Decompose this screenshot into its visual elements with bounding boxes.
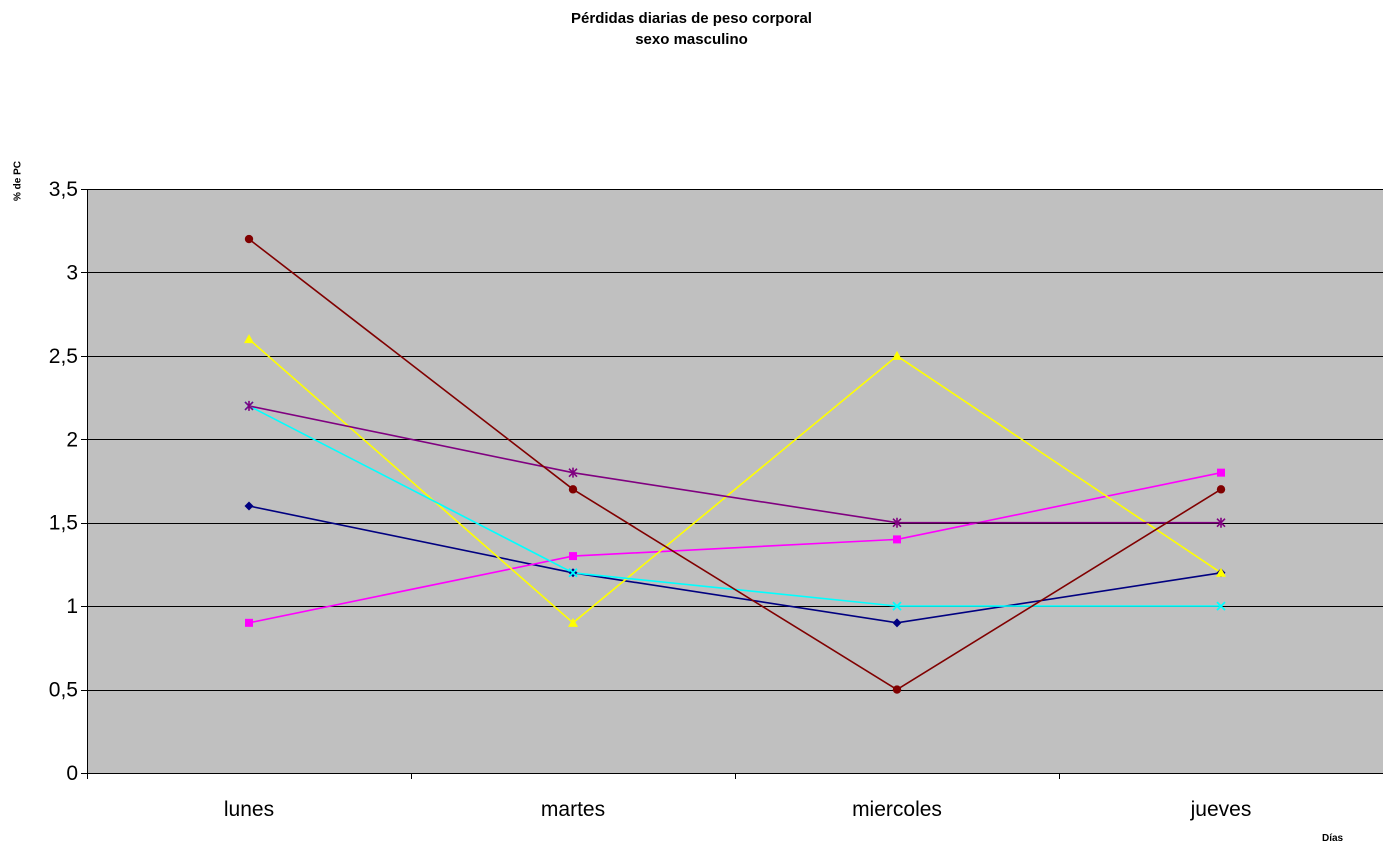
series-2-point [569, 552, 577, 560]
y-tick-label: 3 [66, 261, 78, 284]
series-6-point [245, 235, 253, 243]
y-tick-label: 0 [66, 762, 78, 785]
y-tick-label: 1,5 [49, 512, 78, 535]
x-tick-label: martes [541, 798, 605, 821]
series-6-point [1217, 485, 1225, 493]
y-tick-label: 2 [66, 428, 78, 451]
y-tick-label: 3,5 [49, 178, 78, 201]
plot-area [87, 189, 1383, 773]
x-tick-label: lunes [224, 798, 274, 821]
y-tick-label: 2,5 [49, 345, 78, 368]
x-tick-label: miercoles [852, 798, 942, 821]
y-tick-label: 1 [66, 595, 78, 618]
series-2-point [1217, 469, 1225, 477]
x-tick-label: jueves [1190, 798, 1252, 821]
series-2-point [245, 619, 253, 627]
y-tick-label: 0,5 [49, 679, 78, 702]
series-6-point [569, 485, 577, 493]
series-6-point [893, 685, 901, 693]
series-2-point [893, 535, 901, 543]
